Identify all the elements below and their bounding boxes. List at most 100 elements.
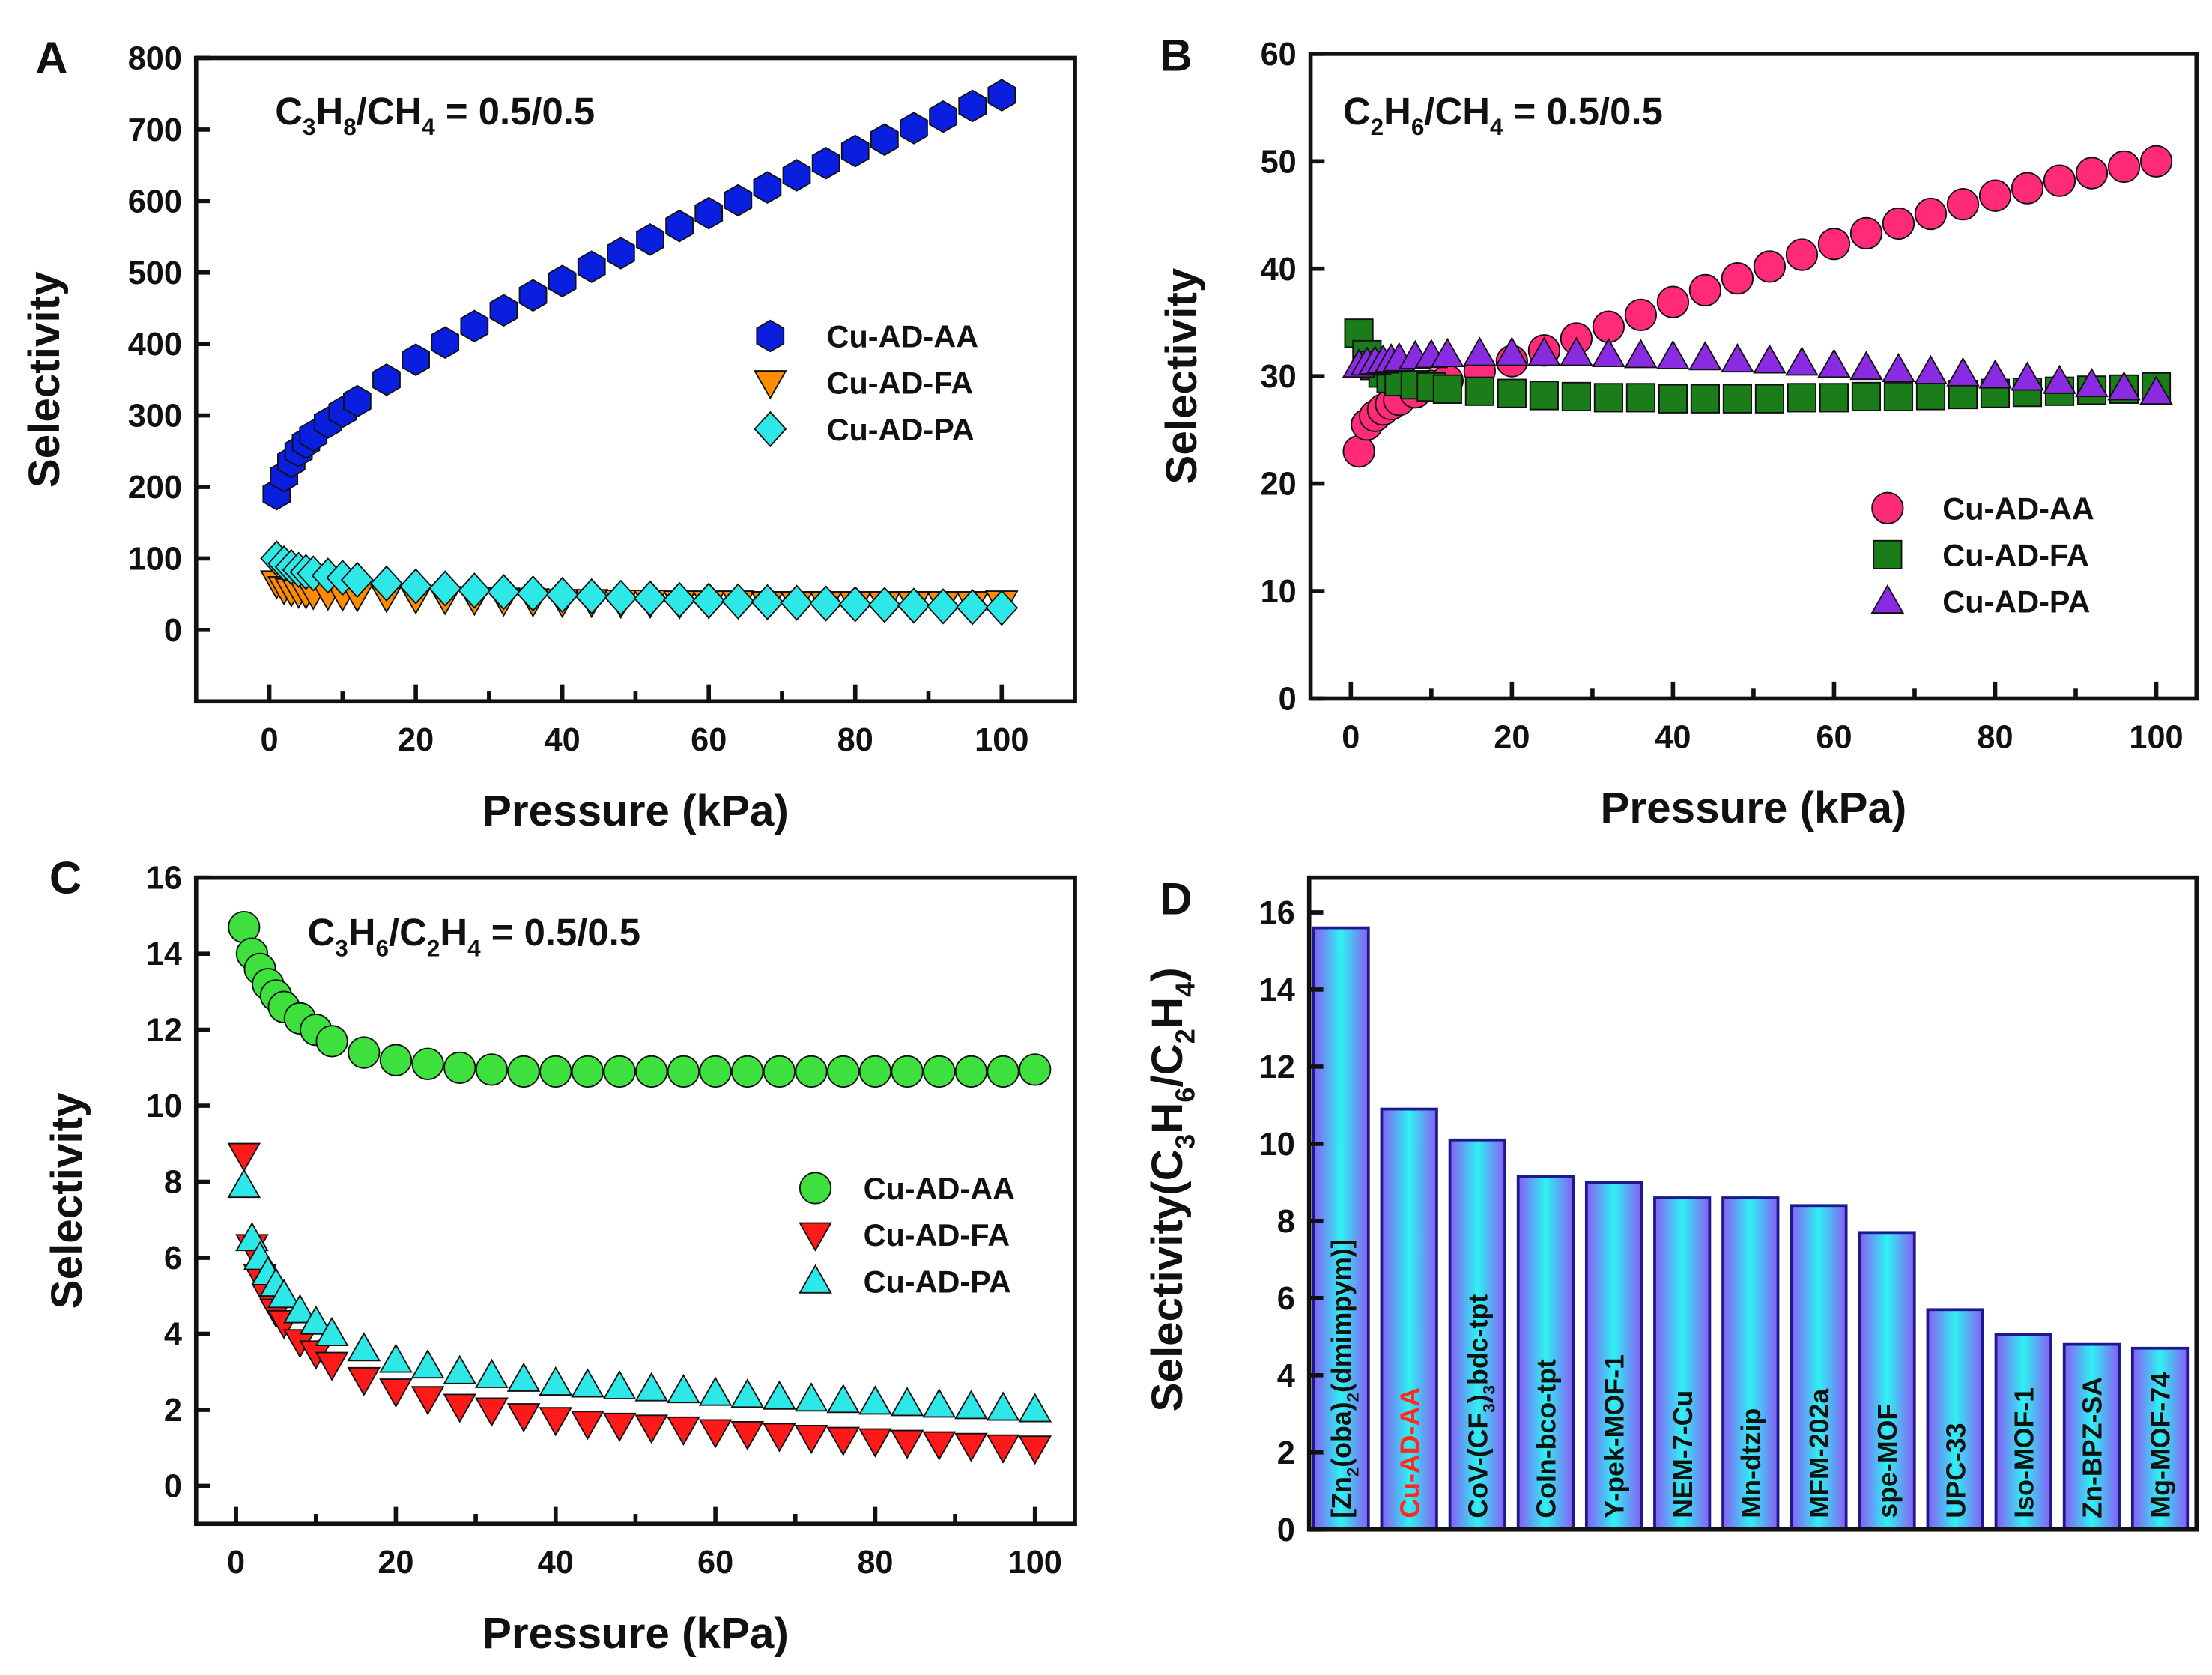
bar (2062, 1342, 2121, 1531)
data-point (2011, 361, 2044, 391)
data-point (460, 309, 489, 343)
y-tick-label: 100 (128, 541, 182, 577)
data-point (956, 589, 990, 626)
panel-letter: B (1160, 29, 1193, 80)
legend-item: Cu-AD-FA (799, 1217, 1010, 1253)
data-point (730, 1378, 765, 1408)
data-point (1721, 343, 1754, 373)
y-axis-label: Selectivity (20, 271, 69, 488)
x-tick-label: 80 (857, 1545, 893, 1581)
data-point (347, 1366, 381, 1397)
data-point (410, 1386, 445, 1416)
data-point (1753, 344, 1787, 374)
bar (1721, 1196, 1780, 1531)
data-point (986, 1434, 1020, 1464)
series-cu-ad-pa (227, 1169, 1052, 1423)
x-tick-label: 100 (975, 722, 1028, 758)
bar-label: CoV-(CF3)3bdc-tpt (1463, 1294, 1498, 1518)
y-tick-label: 10 (146, 1088, 182, 1124)
data-point (826, 1426, 861, 1456)
y-tick-label: 8 (1277, 1204, 1295, 1240)
data-point (2011, 172, 2044, 205)
data-point (751, 584, 784, 620)
data-point (2107, 371, 2141, 401)
data-point (858, 1428, 892, 1458)
y-axis-label: Selectivity(C3H6/C2H4) (1143, 967, 1200, 1411)
x-tick-label: 0 (227, 1545, 245, 1581)
data-point (763, 1423, 796, 1453)
y-tick-label: 20 (1261, 467, 1297, 503)
legend-marker (1871, 491, 1904, 524)
data-point (1592, 337, 1625, 367)
x-tick-label: 100 (2129, 719, 2183, 755)
x-tick-label: 60 (697, 1545, 733, 1581)
y-tick-label: 14 (1259, 972, 1295, 1008)
data-point (1656, 285, 1690, 318)
data-point (342, 384, 372, 418)
data-point (1560, 336, 1593, 366)
legend-item: Cu-AD-AA (756, 319, 978, 354)
legend-marker (799, 1172, 832, 1205)
x-axis-label: Pressure (kPa) (482, 787, 789, 835)
legend-item: Cu-AD-FA (753, 366, 974, 401)
y-tick-label: 14 (146, 936, 182, 972)
bar (1584, 1181, 1643, 1531)
data-point (2075, 157, 2109, 190)
legend-label: Cu-AD-FA (827, 366, 974, 401)
plot-area (259, 79, 1019, 626)
data-point (724, 184, 753, 217)
panel-C: C 0 2 4 6 8 10 12 14 16 0 20 40 60 80 100 Pressure (kPa)… (43, 852, 1077, 1658)
x-tick-label: 20 (1494, 719, 1530, 755)
data-point (1914, 354, 1948, 384)
y-tick-label: 50 (1261, 144, 1297, 180)
data-point (633, 580, 667, 617)
data-point (506, 1362, 541, 1392)
bar (2130, 1346, 2190, 1531)
series-cu-ad-fa (227, 1142, 1052, 1465)
data-point (954, 1390, 988, 1420)
x-tick-label: 0 (1342, 719, 1360, 755)
data-point (794, 1425, 828, 1455)
data-point (763, 1380, 796, 1410)
data-point (227, 1142, 261, 1172)
data-point (1882, 352, 1915, 383)
data-point (1882, 207, 1915, 240)
data-point (838, 586, 872, 623)
legend-label: Cu-AD-FA (864, 1217, 1010, 1253)
data-point (571, 1368, 604, 1398)
data-point (858, 1385, 892, 1415)
data-point (2139, 375, 2173, 405)
data-point (348, 1036, 381, 1069)
data-point (721, 583, 755, 620)
data-point (1561, 381, 1591, 412)
bar-label: Mn-dtzip (1736, 1408, 1766, 1518)
data-point (927, 588, 960, 625)
legend-label: Cu-AD-AA (1942, 491, 2094, 526)
panel-letter: C (49, 852, 82, 903)
panel-letter: D (1160, 873, 1193, 924)
data-point (1817, 348, 1851, 378)
data-point (315, 1316, 349, 1347)
y-tick-label: 0 (1277, 1512, 1295, 1548)
panel-D: D [Zn2(oba)2(dmimpym)] Cu-AD-AA CoV-(CF3)3b… (1143, 873, 2199, 1548)
data-point (2043, 364, 2076, 394)
legend-item: Cu-AD-AA (799, 1171, 1015, 1206)
data-point (379, 1044, 413, 1076)
y-tick-label: 500 (128, 255, 182, 291)
legend-marker (1873, 539, 1903, 569)
plot-area (1342, 145, 2173, 468)
data-point (1785, 346, 1819, 376)
data-point (1018, 1435, 1052, 1465)
data-point (372, 363, 401, 396)
x-tick-label: 60 (1816, 719, 1852, 755)
data-point (1497, 378, 1527, 408)
data-point (1849, 351, 1883, 381)
data-point (1431, 337, 1464, 367)
data-point (283, 1294, 317, 1324)
data-point (890, 1387, 924, 1417)
data-point (411, 1047, 444, 1080)
data-point (370, 565, 403, 602)
data-point (571, 1055, 604, 1088)
data-point (606, 237, 635, 270)
data-point (635, 1055, 668, 1088)
